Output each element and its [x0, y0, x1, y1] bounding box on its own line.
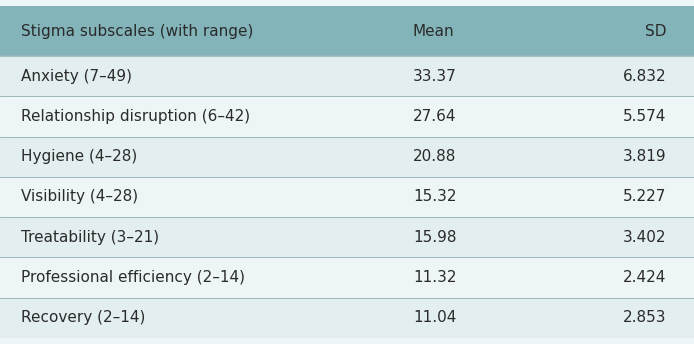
Text: 6.832: 6.832	[623, 69, 666, 84]
Text: Professional efficiency (2–14): Professional efficiency (2–14)	[21, 270, 245, 285]
Text: 2.424: 2.424	[623, 270, 666, 285]
Text: 5.574: 5.574	[623, 109, 666, 124]
Bar	[0, 56, 694, 96]
Text: Treatability (3–21): Treatability (3–21)	[21, 230, 159, 245]
Bar	[0, 96, 694, 137]
Text: 2.853: 2.853	[623, 310, 666, 325]
Text: SD: SD	[645, 24, 666, 39]
Text: 20.88: 20.88	[413, 149, 457, 164]
Text: 11.04: 11.04	[413, 310, 457, 325]
Bar	[0, 137, 694, 177]
Text: 3.402: 3.402	[623, 230, 666, 245]
Bar	[0, 298, 694, 338]
Text: Hygiene (4–28): Hygiene (4–28)	[21, 149, 137, 164]
Text: 33.37: 33.37	[413, 69, 457, 84]
Bar	[0, 257, 694, 298]
Text: 27.64: 27.64	[413, 109, 457, 124]
Text: Recovery (2–14): Recovery (2–14)	[21, 310, 145, 325]
Text: Stigma subscales (with range): Stigma subscales (with range)	[21, 24, 253, 39]
Bar	[0, 177, 694, 217]
Text: Mean: Mean	[413, 24, 455, 39]
Text: 15.98: 15.98	[413, 230, 457, 245]
Bar	[0, 217, 694, 257]
Text: 11.32: 11.32	[413, 270, 457, 285]
Text: 15.32: 15.32	[413, 190, 457, 204]
Text: Anxiety (7–49): Anxiety (7–49)	[21, 69, 132, 84]
Text: Relationship disruption (6–42): Relationship disruption (6–42)	[21, 109, 250, 124]
Text: Visibility (4–28): Visibility (4–28)	[21, 190, 138, 204]
Bar	[0, 6, 694, 56]
Text: 5.227: 5.227	[623, 190, 666, 204]
Text: 3.819: 3.819	[623, 149, 666, 164]
